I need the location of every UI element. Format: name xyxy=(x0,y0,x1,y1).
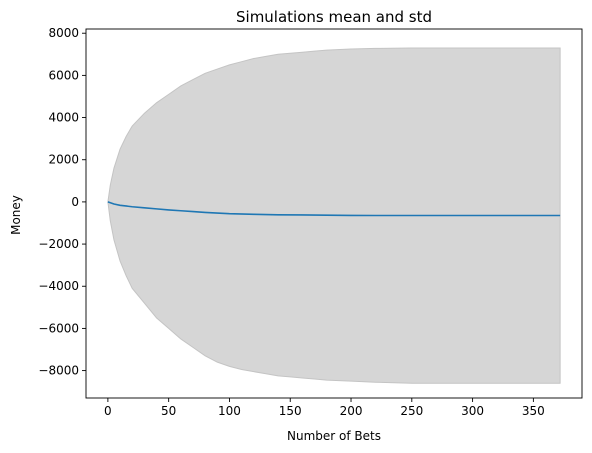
x-tick-label: 150 xyxy=(279,404,302,418)
y-tick-label: 2000 xyxy=(48,153,79,167)
y-axis-label: Money xyxy=(9,195,23,235)
axes-frame xyxy=(85,28,583,399)
y-tick-label: −6000 xyxy=(38,321,79,335)
x-tick-label: 100 xyxy=(218,404,241,418)
x-tick-label: 0 xyxy=(104,404,112,418)
y-tick-label: 8000 xyxy=(48,26,79,40)
plot-area: 0 50 100 150 200 250 300 350 −8000 −6000 −4000 −200… xyxy=(38,26,583,418)
y-tick-label: 6000 xyxy=(48,68,79,82)
y-tick-label: −4000 xyxy=(38,279,79,293)
mean-line xyxy=(107,201,561,217)
x-tick-label: 300 xyxy=(461,404,484,418)
chart-title: Simulations mean and std xyxy=(236,8,432,26)
x-tick-label: 350 xyxy=(522,404,545,418)
y-tick-label: −8000 xyxy=(38,364,79,378)
x-tick-label: 50 xyxy=(161,404,176,418)
x-tick-label: 250 xyxy=(400,404,423,418)
y-tick-label: 4000 xyxy=(48,111,79,125)
x-tick-label: 200 xyxy=(340,404,363,418)
y-tick-label: 0 xyxy=(71,195,79,209)
x-axis-label: Number of Bets xyxy=(287,429,381,443)
y-tick-label: −2000 xyxy=(38,237,79,251)
